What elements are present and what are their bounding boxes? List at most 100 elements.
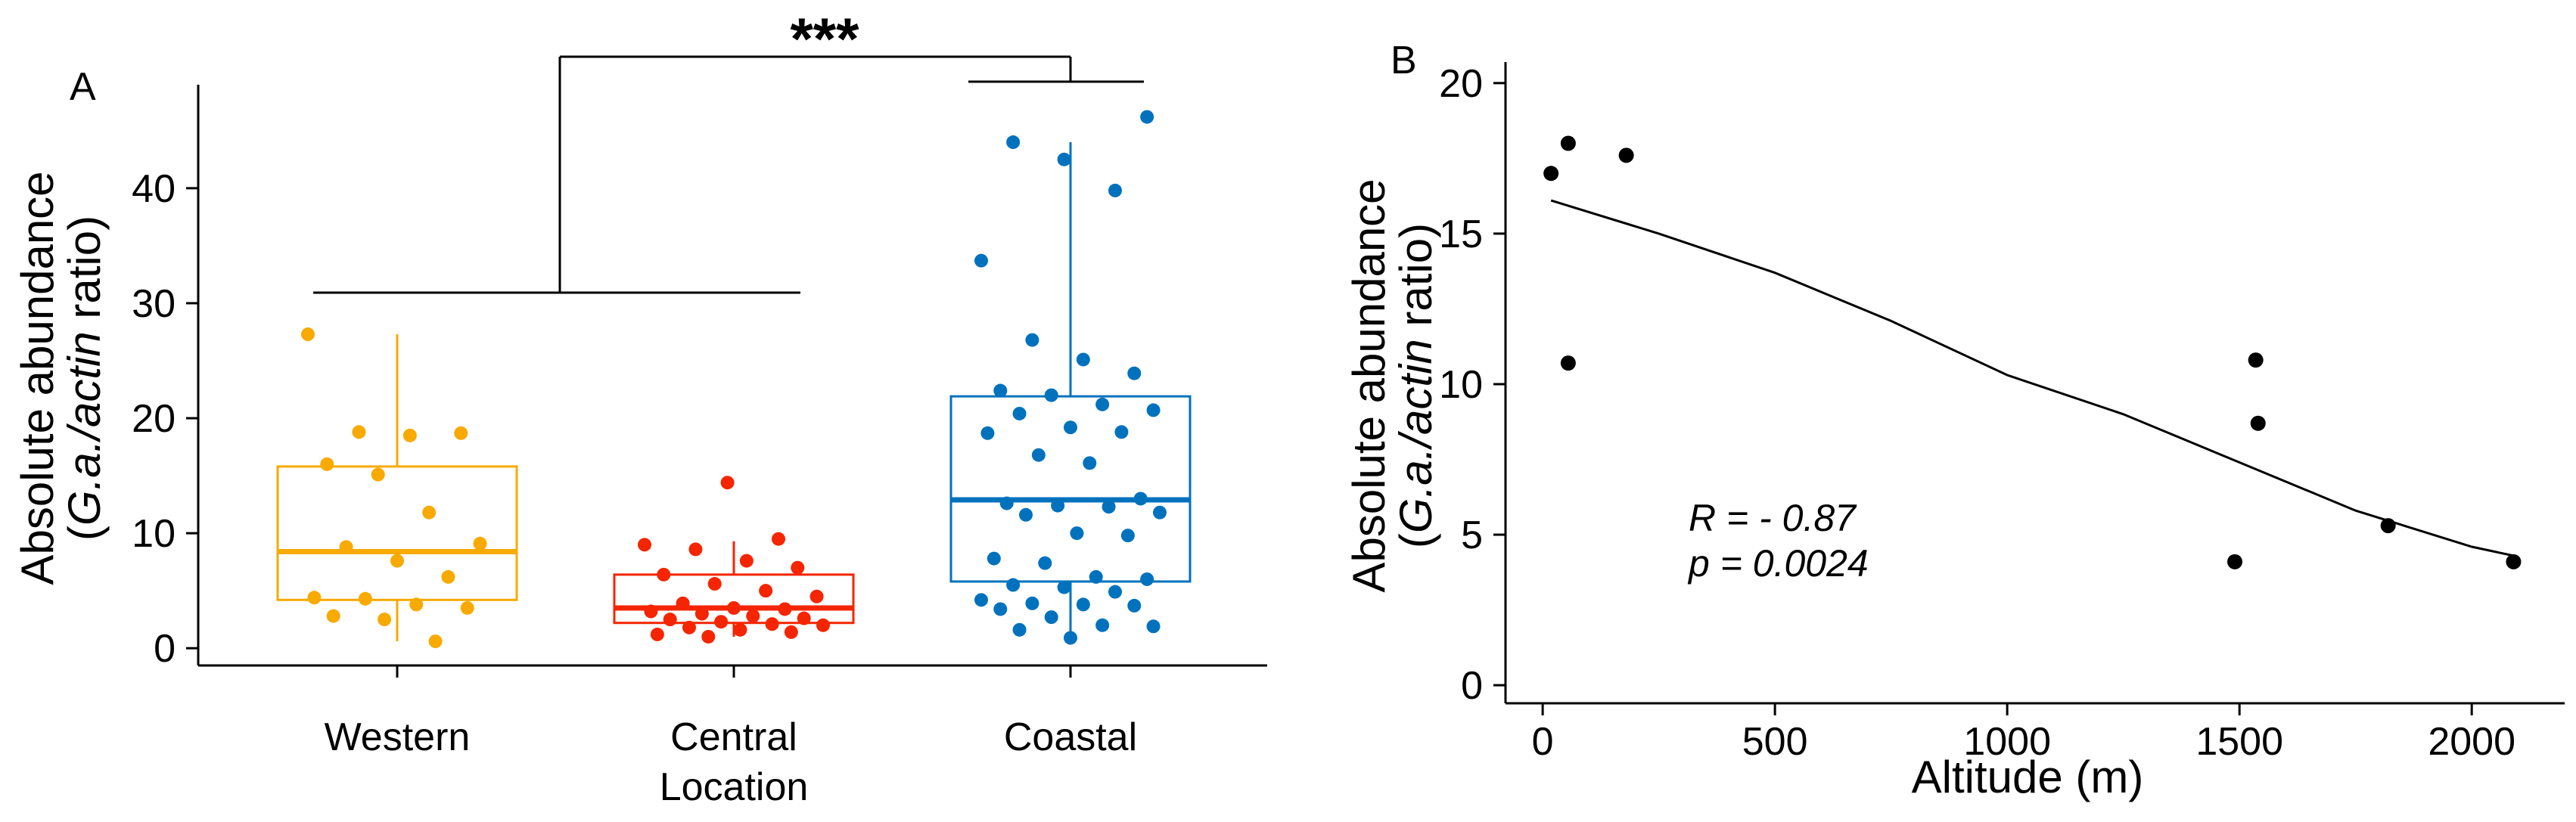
data-point <box>778 602 792 616</box>
data-point <box>428 634 443 649</box>
data-point <box>1064 420 1077 435</box>
data-point <box>378 613 392 627</box>
significance-bracket: *** <box>313 5 1144 294</box>
data-point <box>390 554 404 568</box>
data-point <box>688 542 703 557</box>
data-point <box>1006 135 1021 150</box>
data-point <box>409 597 424 612</box>
data-point <box>1019 507 1033 522</box>
data-point <box>1114 425 1129 439</box>
data-point <box>1051 498 1065 513</box>
data-point <box>1108 183 1122 197</box>
data-point <box>441 569 455 584</box>
data-point <box>339 540 353 554</box>
data-point <box>326 609 340 623</box>
data-point <box>974 253 988 268</box>
data-point <box>1543 166 1559 181</box>
data-point <box>1012 406 1027 420</box>
p-value: p = 0.0024 <box>1687 542 1869 585</box>
data-point <box>1025 333 1039 347</box>
group-western <box>276 327 518 649</box>
data-point <box>1127 598 1142 613</box>
panel-a-y-ticks: 0 10 20 30 40 <box>132 167 198 671</box>
data-point <box>1070 526 1084 541</box>
y-tick-label: 30 <box>132 282 176 326</box>
data-point <box>1064 631 1077 645</box>
y-tick-label: 20 <box>132 397 176 441</box>
panel-b-scatter: B 0 5 10 15 20 0 500 1000 1500 2000 R = - 0.87 p… <box>1344 39 2565 802</box>
x-tick-label: Central <box>670 715 797 759</box>
data-point <box>733 622 747 637</box>
panel-a-groups: Western Central Location Coastal <box>276 110 1192 809</box>
data-point <box>1140 110 1154 124</box>
data-point <box>1057 580 1071 594</box>
data-point <box>1076 352 1090 367</box>
data-point <box>809 589 824 603</box>
data-point <box>746 609 760 623</box>
data-point <box>2380 518 2396 534</box>
data-point <box>1038 556 1052 570</box>
correlation-r: R = - 0.87 <box>1689 497 1857 539</box>
data-point <box>301 327 315 342</box>
data-point <box>402 428 417 442</box>
panel-a-letter: A <box>70 65 96 109</box>
data-point <box>993 602 1008 616</box>
data-point <box>739 554 754 568</box>
y-tick-label: 10 <box>132 512 176 556</box>
data-point <box>1083 456 1097 470</box>
panel-b-x-axis-title: Altitude (m) <box>1912 752 2144 802</box>
data-point <box>352 425 366 439</box>
y-tick-label: 15 <box>1439 212 1483 256</box>
data-point <box>473 536 487 551</box>
box <box>613 573 855 625</box>
x-tick-label: Location <box>660 765 809 809</box>
data-point <box>358 591 372 606</box>
data-point <box>1044 610 1058 625</box>
y-tick-label: 10 <box>1439 363 1483 407</box>
x-tick-label: 0 <box>1532 720 1554 764</box>
fit-line <box>1550 199 2514 557</box>
y-tick-label: 20 <box>1439 62 1483 106</box>
box <box>276 465 518 601</box>
data-point <box>707 577 722 591</box>
data-point <box>644 604 658 619</box>
x-tick-label: 1000 <box>1963 720 2051 764</box>
panel-a-boxplot: A 0 10 20 30 40 Western Central Location Coasta… <box>12 5 1267 809</box>
group-coastal <box>949 110 1192 645</box>
data-point <box>701 629 716 644</box>
data-point <box>714 615 729 629</box>
data-point <box>460 600 474 615</box>
data-point <box>1133 492 1148 506</box>
data-point <box>2506 554 2522 569</box>
data-point <box>1146 403 1161 417</box>
data-point <box>772 532 785 546</box>
y-axis-title-line2: (G.a./actin ratio) <box>1391 223 1441 548</box>
data-point <box>682 620 696 634</box>
panel-b-points <box>1543 135 2522 569</box>
y-tick-label: 0 <box>1461 664 1483 708</box>
y-tick-label: 40 <box>132 167 176 211</box>
data-point <box>993 383 1008 398</box>
data-point <box>1146 619 1161 634</box>
data-point <box>1618 147 1634 163</box>
data-point <box>727 600 741 615</box>
data-point <box>1095 618 1110 632</box>
significance-stars: *** <box>790 5 859 72</box>
data-point <box>1057 152 1071 166</box>
data-point <box>663 613 677 627</box>
data-point <box>422 505 437 520</box>
box <box>949 395 1192 583</box>
data-point <box>1127 366 1142 380</box>
x-tick-label: 2000 <box>2428 720 2515 764</box>
data-point <box>1095 397 1110 411</box>
data-point <box>1031 448 1046 462</box>
data-point <box>1120 529 1135 543</box>
panel-b-y-axis-title: Absolute abundance (G.a./actin ratio) <box>1344 178 1441 592</box>
y-axis-title-line1: Absolute abundance <box>12 171 63 585</box>
group-central-location <box>613 476 855 644</box>
data-point <box>1560 355 1576 371</box>
data-point <box>999 496 1014 510</box>
data-point <box>657 567 671 582</box>
data-point <box>1025 596 1039 610</box>
